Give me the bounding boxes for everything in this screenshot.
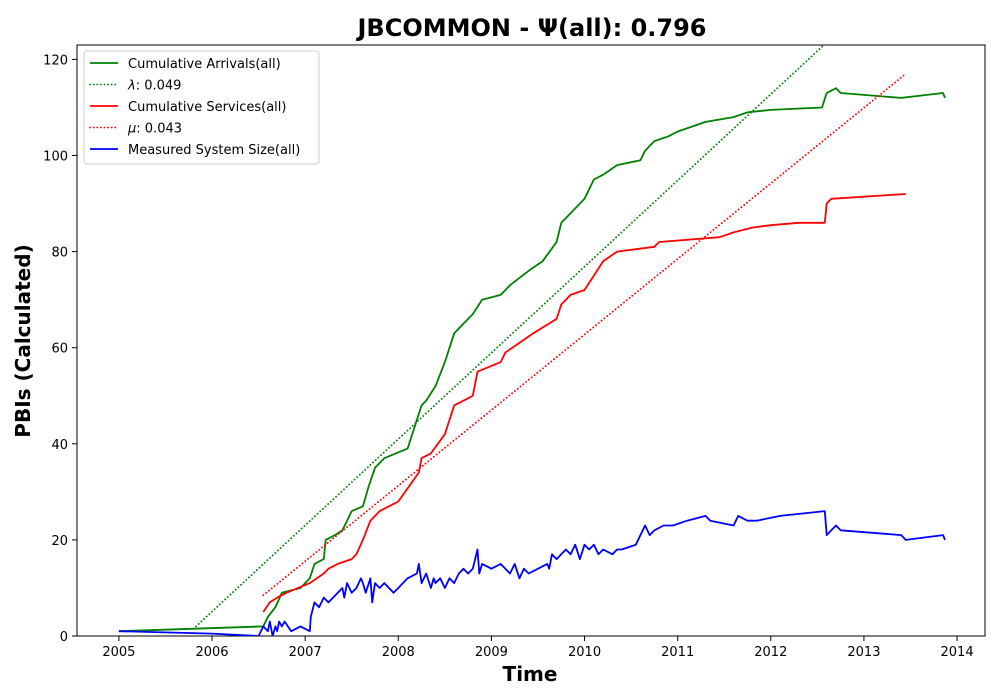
x-tick-label: 2008 xyxy=(382,645,415,660)
y-tick-label: 120 xyxy=(43,53,68,68)
x-tick-label: 2012 xyxy=(754,645,787,660)
series-line-1 xyxy=(192,45,825,630)
x-tick-label: 2010 xyxy=(568,645,601,660)
series-layer xyxy=(118,45,946,636)
series-line-2 xyxy=(262,193,906,613)
chart-title: JBCOMMON - Ψ(all): 0.796 xyxy=(355,14,706,42)
legend-label: μ: 0.043 xyxy=(127,122,182,137)
y-axis-label: PBIs (Calculated) xyxy=(11,244,35,437)
x-tick-label: 2014 xyxy=(941,645,974,660)
x-axis: 2005 2006 2007 2008 2009 2010 2011 2012 2013 2014 xyxy=(102,636,974,660)
x-tick-label: 2009 xyxy=(475,645,508,660)
x-tick-label: 2005 xyxy=(102,645,135,660)
y-tick-label: 80 xyxy=(51,246,68,261)
x-tick-label: 2006 xyxy=(195,645,228,660)
y-tick-label: 60 xyxy=(51,342,68,357)
y-tick-label: 20 xyxy=(51,534,68,549)
y-tick-label: 0 xyxy=(60,630,68,645)
legend-label: Cumulative Arrivals(all) xyxy=(128,57,281,72)
x-tick-label: 2011 xyxy=(661,645,694,660)
series-line-0 xyxy=(118,87,946,633)
x-tick-label: 2013 xyxy=(847,645,880,660)
series-line-4 xyxy=(118,510,946,636)
y-axis: 0 20 40 60 80 100 120 xyxy=(43,53,77,645)
y-tick-label: 40 xyxy=(51,438,68,453)
legend-label: λ: 0.049 xyxy=(127,79,181,94)
x-tick-label: 2007 xyxy=(289,645,322,660)
y-tick-label: 100 xyxy=(43,150,68,165)
series-line-3 xyxy=(262,72,907,597)
plot-area xyxy=(76,44,986,637)
legend-label: Measured System Size(all) xyxy=(128,143,300,158)
legend: Cumulative Arrivals(all) λ: 0.049 Cumulati… xyxy=(83,50,320,165)
axes-frame xyxy=(76,44,986,637)
x-axis-label: Time xyxy=(503,662,558,686)
legend-box xyxy=(83,50,320,165)
legend-label: Cumulative Services(all) xyxy=(128,100,286,115)
